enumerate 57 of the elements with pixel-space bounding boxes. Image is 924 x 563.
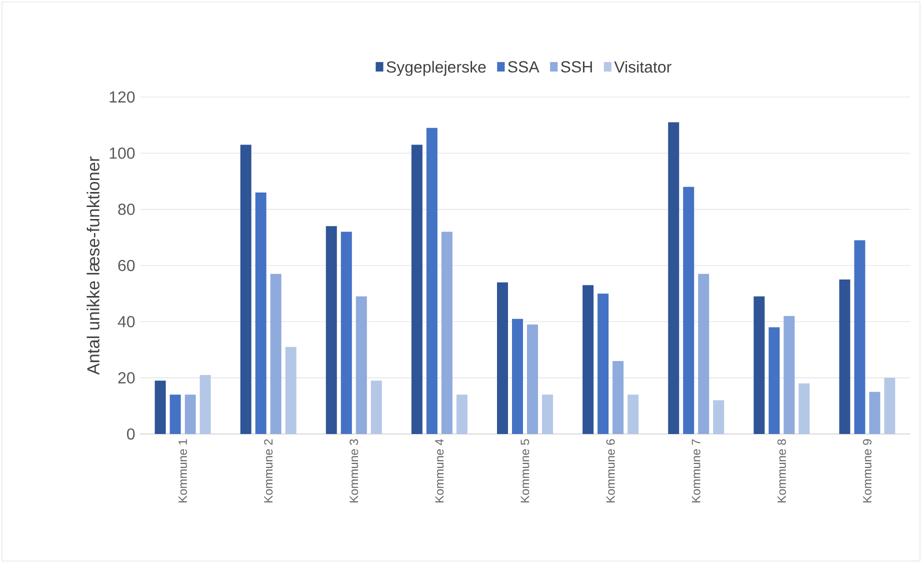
- bar: [456, 394, 468, 434]
- legend-label: SSA: [508, 61, 540, 72]
- y-axis-title: Antal unikke læse-funktioner: [86, 156, 100, 375]
- bar: [512, 318, 523, 434]
- y-tick-label: 120: [110, 91, 135, 103]
- bar: [340, 232, 352, 434]
- bar: [582, 285, 594, 434]
- bar: [698, 274, 710, 434]
- x-tick-label: Kommune 8: [777, 439, 786, 502]
- bar: [869, 392, 880, 434]
- bar: [370, 380, 382, 434]
- legend-label: SSH: [561, 61, 592, 72]
- y-tick-label: 40: [118, 316, 135, 328]
- bar: [255, 192, 266, 434]
- bar: [839, 280, 850, 434]
- legend-label: Visitator: [614, 60, 672, 73]
- y-tick-label: 60: [118, 260, 135, 272]
- y-tick-label: 100: [110, 147, 135, 159]
- bar: [854, 240, 866, 434]
- bar: [170, 394, 181, 434]
- x-tick-label: Kommune 5: [520, 439, 530, 502]
- bar: [668, 122, 680, 434]
- bar: [768, 327, 780, 434]
- y-tick-label: 0: [127, 428, 135, 440]
- bar: [240, 144, 252, 434]
- legend-label: Sygeplejerske: [386, 60, 486, 76]
- bar: [411, 144, 422, 434]
- x-tick-label: Kommune 7: [692, 439, 700, 502]
- bar: [784, 316, 795, 434]
- x-tick-label: Kommune 3: [350, 439, 358, 502]
- bar: [754, 296, 765, 434]
- bar: [326, 226, 337, 434]
- bar: [628, 394, 639, 434]
- bar: [713, 400, 724, 434]
- bar: [612, 360, 624, 434]
- bar: [598, 294, 609, 434]
- bar: [356, 296, 367, 434]
- bar: [798, 383, 810, 434]
- bar: [441, 232, 452, 434]
- bar: [497, 282, 508, 434]
- bar: [270, 274, 282, 434]
- bar: [285, 346, 296, 434]
- x-tick-label: Kommune 9: [862, 439, 872, 502]
- bar: [683, 186, 694, 434]
- x-tick-label: Kommune 6: [606, 439, 615, 502]
- y-tick-label: 20: [118, 372, 135, 384]
- x-tick-label: Kommune 4: [435, 439, 444, 502]
- y-tick-label: 80: [118, 204, 135, 215]
- x-tick-label: Kommune 1: [178, 439, 187, 502]
- bar: [884, 378, 896, 434]
- bar: [200, 375, 211, 434]
- bar: [527, 324, 538, 434]
- bar: [542, 394, 553, 434]
- bar: [426, 128, 438, 434]
- bar: [184, 394, 196, 434]
- bar: [154, 380, 166, 434]
- x-tick-label: Kommune 2: [264, 439, 273, 502]
